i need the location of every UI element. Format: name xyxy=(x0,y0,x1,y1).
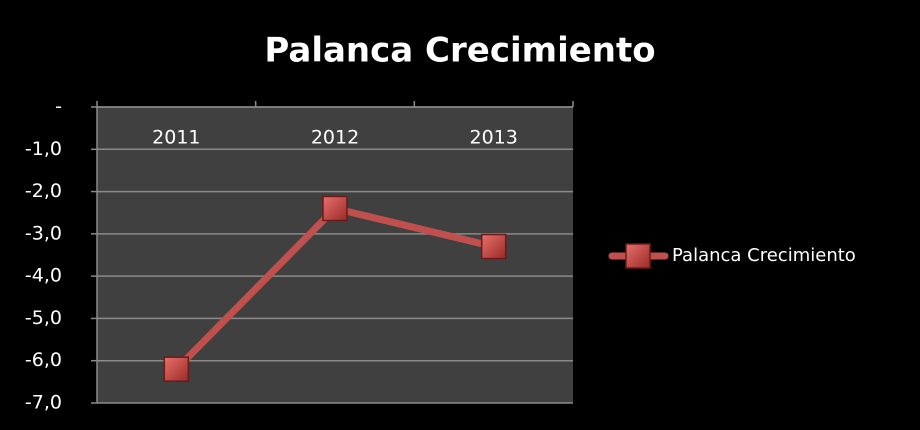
x-tick-label: 2012 xyxy=(311,127,359,149)
legend-label: Palanca Crecimiento xyxy=(672,245,856,266)
y-tick-label: -7,0 xyxy=(25,392,62,414)
chart-title: Palanca Crecimiento xyxy=(264,31,655,71)
y-tick-label: -5,0 xyxy=(25,307,62,329)
y-tick-label: -6,0 xyxy=(25,349,62,371)
y-tick-label: - xyxy=(55,96,62,118)
y-tick-label: -1,0 xyxy=(25,138,62,160)
data-point xyxy=(163,356,190,382)
legend-marker xyxy=(625,243,651,269)
x-tick-label: 2013 xyxy=(469,127,517,149)
data-point xyxy=(322,195,348,222)
y-tick-label: -2,0 xyxy=(25,180,62,202)
y-tick-label: -4,0 xyxy=(25,265,62,287)
y-tick-label: -3,0 xyxy=(25,222,62,244)
data-point xyxy=(480,233,507,260)
x-tick-label: 2011 xyxy=(152,127,200,149)
